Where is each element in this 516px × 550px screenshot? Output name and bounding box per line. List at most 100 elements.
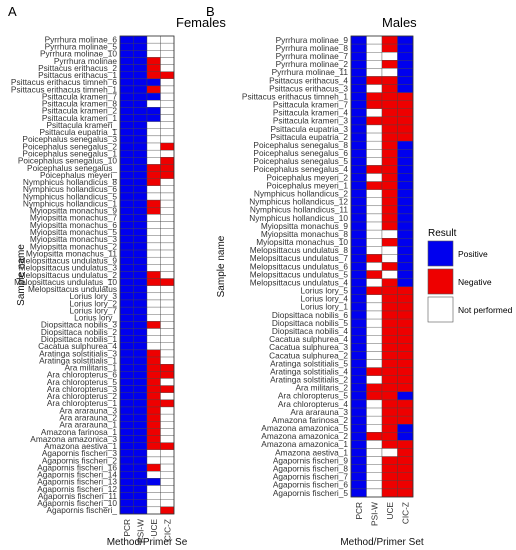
row-tick-label: Nymphicus hollandicus_8	[23, 177, 117, 187]
heatmap-cell	[160, 499, 175, 508]
heatmap-cell	[160, 78, 175, 87]
heatmap-cell	[146, 178, 161, 186]
heatmap-cell	[146, 435, 161, 443]
row-tick-label: Diopsittaca nobilis_1	[41, 334, 117, 344]
heatmap-cell	[350, 254, 367, 263]
heatmap-cell	[119, 399, 134, 408]
heatmap-cell	[350, 375, 367, 384]
row-tick-label: Diopsittaca nobilis_3	[41, 320, 117, 330]
heatmap-cell	[133, 249, 148, 258]
heatmap-cell	[146, 50, 161, 58]
heatmap-cell	[350, 157, 367, 166]
row-tick-label: Ara chloropterus_5	[47, 377, 117, 387]
heatmap-cell	[381, 205, 398, 215]
heatmap-cell	[397, 157, 414, 166]
heatmap-cell	[350, 165, 367, 174]
heatmap-cell	[366, 415, 383, 425]
heatmap-cell	[160, 299, 175, 308]
heatmap-cell	[133, 100, 148, 108]
row-tick-label: Myiopsitta monachus_2	[30, 241, 118, 251]
row-tick-label: Poicephalus senegalus_	[27, 163, 117, 173]
heatmap-cell	[397, 140, 414, 150]
heatmap-cell	[119, 349, 134, 358]
row-tick-label: Aratinga solstitialis_5	[270, 358, 348, 368]
heatmap-cell	[160, 463, 175, 472]
heatmap-cell	[119, 71, 134, 79]
heatmap-cell	[350, 359, 367, 368]
heatmap-cell	[133, 92, 148, 101]
legend-swatch	[427, 240, 454, 267]
heatmap-cell	[366, 116, 383, 126]
heatmap-cell	[133, 199, 148, 208]
row-tick-label: Agapornis fischeri_9	[273, 455, 349, 465]
row-tick-label: Ara ararauna_2	[59, 412, 117, 422]
row-tick-label: Myiopsitta monachus_7	[30, 213, 118, 223]
heatmap-cell	[133, 50, 148, 58]
heatmap-cell	[160, 478, 175, 486]
heatmap-cell	[119, 235, 134, 244]
heatmap-cell	[146, 242, 161, 251]
column-tick-label: PCR	[122, 519, 132, 537]
row-tick-label: Pyrrhura molinae	[54, 56, 118, 66]
row-tick-label: Melopsittacus undulatus_8	[250, 245, 349, 255]
row-tick-label: Myiopsitta monachus_11	[26, 248, 118, 258]
heatmap-cell	[397, 149, 414, 158]
row-tick-label: Nymphicus hollandicus_1	[23, 198, 117, 208]
heatmap-cell	[160, 292, 175, 301]
heatmap-cell	[119, 149, 134, 158]
heatmap-cell	[397, 440, 414, 449]
heatmap-cell	[160, 335, 175, 343]
heatmap-cell	[366, 189, 383, 198]
heatmap-cell	[381, 343, 398, 352]
heatmap-cell	[160, 171, 175, 179]
heatmap-cell	[397, 173, 414, 182]
heatmap-cell	[119, 406, 134, 415]
row-tick-label: Aratinga solstitialis_2	[270, 375, 348, 385]
row-tick-label: Cacatua sulphurea_4	[269, 334, 348, 344]
heatmap-cell	[133, 356, 148, 365]
row-tick-label: Poicephalus senegalus_6	[253, 148, 348, 158]
legend-label: Positive	[458, 249, 488, 259]
heatmap-cell	[381, 286, 398, 295]
heatmap-cell	[160, 435, 175, 443]
row-tick-label: Nymphicus hollandicus_6	[23, 184, 117, 194]
heatmap-cell	[146, 421, 161, 429]
row-tick-label: Lorius lory_2	[69, 298, 117, 308]
heatmap-cell	[350, 35, 367, 45]
heatmap-cell	[119, 356, 134, 365]
row-tick-label: Psittacula krameri_2	[42, 106, 118, 116]
heatmap-cell	[397, 464, 414, 473]
heatmap-cell	[160, 100, 175, 108]
row-tick-label: Agapornis fischeri_8	[273, 463, 349, 473]
heatmap-cell	[350, 488, 367, 498]
heatmap-cell	[397, 472, 414, 481]
heatmap-cell	[366, 310, 383, 320]
row-tick-label: Psittacus erithacus timneh_6	[11, 77, 117, 87]
heatmap-cell	[119, 292, 134, 301]
heatmap-cell	[146, 349, 161, 358]
heatmap-cell	[366, 318, 383, 328]
heatmap-cell	[133, 399, 148, 408]
heatmap-cell	[366, 165, 383, 174]
heatmap-cell	[366, 262, 383, 271]
heatmap-cell	[146, 399, 161, 408]
row-tick-label: Agapornis fischeri_11	[38, 491, 118, 501]
heatmap-cell	[146, 157, 161, 165]
heatmap-cell	[119, 57, 134, 65]
heatmap-cell	[160, 385, 175, 393]
heatmap-cell	[146, 456, 161, 465]
row-tick-label: Pyrrhura molinae_7	[276, 51, 349, 61]
heatmap-cell	[397, 407, 414, 417]
heatmap-cell	[350, 189, 367, 198]
heatmap-cell	[397, 286, 414, 295]
heatmap-cell	[146, 171, 161, 179]
heatmap-cell	[160, 178, 175, 186]
heatmap-cell	[119, 50, 134, 58]
heatmap-cell	[366, 294, 383, 304]
row-tick-label: Psittacus erithacus_4	[269, 75, 348, 85]
heatmap-cell	[119, 128, 134, 137]
heatmap-cell	[350, 302, 367, 312]
heatmap-cell	[119, 92, 134, 101]
panel-title: Females	[176, 15, 226, 30]
row-tick-label: Ara ararauna_3	[290, 407, 348, 417]
